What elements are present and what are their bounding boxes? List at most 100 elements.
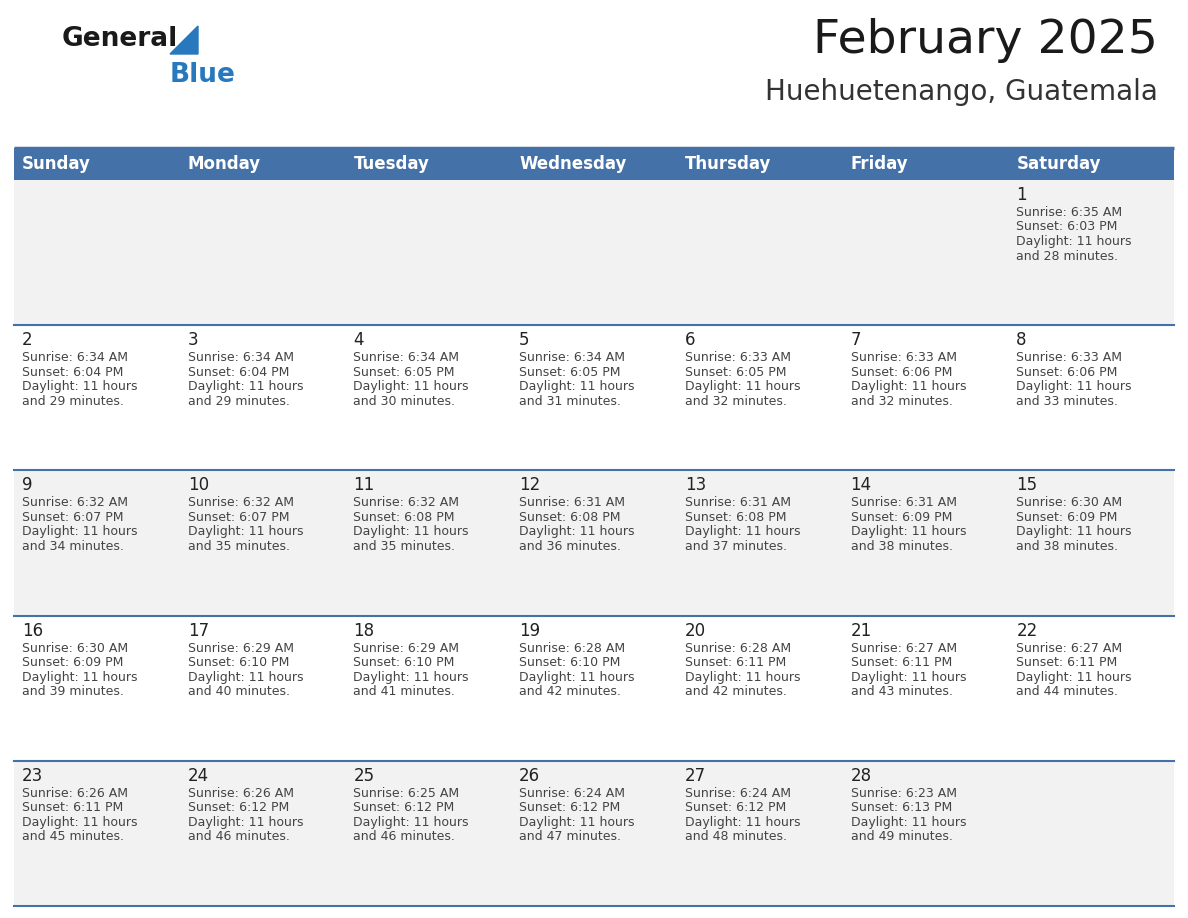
- Text: Sunset: 6:12 PM: Sunset: 6:12 PM: [684, 801, 786, 814]
- Bar: [14, 470, 1174, 616]
- Text: Daylight: 11 hours: Daylight: 11 hours: [851, 525, 966, 538]
- Text: Sunset: 6:12 PM: Sunset: 6:12 PM: [519, 801, 620, 814]
- Text: Sunset: 6:07 PM: Sunset: 6:07 PM: [23, 511, 124, 524]
- Text: Daylight: 11 hours: Daylight: 11 hours: [684, 525, 801, 538]
- Text: Tuesday: Tuesday: [353, 155, 429, 173]
- Text: Sunrise: 6:24 AM: Sunrise: 6:24 AM: [684, 787, 791, 800]
- Text: 14: 14: [851, 476, 872, 495]
- Text: Sunset: 6:11 PM: Sunset: 6:11 PM: [1016, 656, 1118, 669]
- Text: and 43 minutes.: and 43 minutes.: [851, 685, 953, 698]
- Text: Sunset: 6:08 PM: Sunset: 6:08 PM: [353, 511, 455, 524]
- Text: 23: 23: [23, 767, 43, 785]
- Text: 17: 17: [188, 621, 209, 640]
- Text: and 31 minutes.: and 31 minutes.: [519, 395, 621, 408]
- Bar: [14, 761, 1174, 906]
- Text: and 46 minutes.: and 46 minutes.: [353, 830, 455, 844]
- Text: and 32 minutes.: and 32 minutes.: [684, 395, 786, 408]
- Text: 5: 5: [519, 331, 530, 349]
- Bar: [14, 616, 1174, 761]
- Text: Daylight: 11 hours: Daylight: 11 hours: [519, 816, 634, 829]
- Text: 2: 2: [23, 331, 32, 349]
- Text: and 48 minutes.: and 48 minutes.: [684, 830, 786, 844]
- Text: Daylight: 11 hours: Daylight: 11 hours: [23, 525, 138, 538]
- Text: Sunset: 6:06 PM: Sunset: 6:06 PM: [851, 365, 952, 379]
- Text: Sunset: 6:11 PM: Sunset: 6:11 PM: [23, 801, 124, 814]
- Text: Daylight: 11 hours: Daylight: 11 hours: [353, 671, 469, 684]
- Text: Blue: Blue: [170, 62, 236, 88]
- Text: 6: 6: [684, 331, 695, 349]
- Text: Sunrise: 6:31 AM: Sunrise: 6:31 AM: [684, 497, 791, 509]
- Text: and 36 minutes.: and 36 minutes.: [519, 540, 621, 553]
- Text: Sunrise: 6:25 AM: Sunrise: 6:25 AM: [353, 787, 460, 800]
- Text: Sunrise: 6:28 AM: Sunrise: 6:28 AM: [684, 642, 791, 655]
- Text: Sunrise: 6:32 AM: Sunrise: 6:32 AM: [188, 497, 293, 509]
- Text: 19: 19: [519, 621, 541, 640]
- Text: and 29 minutes.: and 29 minutes.: [23, 395, 124, 408]
- Text: General: General: [62, 26, 178, 52]
- Text: Sunset: 6:06 PM: Sunset: 6:06 PM: [1016, 365, 1118, 379]
- Text: Daylight: 11 hours: Daylight: 11 hours: [188, 816, 303, 829]
- Text: Sunset: 6:11 PM: Sunset: 6:11 PM: [684, 656, 786, 669]
- Text: 26: 26: [519, 767, 541, 785]
- Text: 8: 8: [1016, 331, 1026, 349]
- Text: Huehuetenango, Guatemala: Huehuetenango, Guatemala: [765, 78, 1158, 106]
- Text: Daylight: 11 hours: Daylight: 11 hours: [353, 380, 469, 393]
- Text: and 39 minutes.: and 39 minutes.: [23, 685, 124, 698]
- Text: Sunset: 6:04 PM: Sunset: 6:04 PM: [23, 365, 124, 379]
- Text: Daylight: 11 hours: Daylight: 11 hours: [851, 671, 966, 684]
- Text: and 49 minutes.: and 49 minutes.: [851, 830, 953, 844]
- Bar: [14, 180, 1174, 325]
- Text: Sunrise: 6:30 AM: Sunrise: 6:30 AM: [1016, 497, 1123, 509]
- Bar: [14, 325, 1174, 470]
- Text: Sunrise: 6:30 AM: Sunrise: 6:30 AM: [23, 642, 128, 655]
- Text: Sunset: 6:12 PM: Sunset: 6:12 PM: [353, 801, 455, 814]
- Text: 24: 24: [188, 767, 209, 785]
- Text: 13: 13: [684, 476, 706, 495]
- Text: and 30 minutes.: and 30 minutes.: [353, 395, 455, 408]
- Bar: [346, 148, 511, 180]
- Text: Sunset: 6:10 PM: Sunset: 6:10 PM: [519, 656, 620, 669]
- Text: Sunset: 6:09 PM: Sunset: 6:09 PM: [1016, 511, 1118, 524]
- Bar: [1009, 148, 1174, 180]
- Bar: [179, 148, 346, 180]
- Text: Saturday: Saturday: [1016, 155, 1101, 173]
- Text: Sunrise: 6:28 AM: Sunrise: 6:28 AM: [519, 642, 625, 655]
- Text: Daylight: 11 hours: Daylight: 11 hours: [851, 380, 966, 393]
- Text: Sunset: 6:08 PM: Sunset: 6:08 PM: [684, 511, 786, 524]
- Text: 3: 3: [188, 331, 198, 349]
- Text: 12: 12: [519, 476, 541, 495]
- Text: Daylight: 11 hours: Daylight: 11 hours: [188, 525, 303, 538]
- Text: 15: 15: [1016, 476, 1037, 495]
- Text: Sunrise: 6:24 AM: Sunrise: 6:24 AM: [519, 787, 625, 800]
- Text: Sunrise: 6:27 AM: Sunrise: 6:27 AM: [851, 642, 956, 655]
- Text: and 42 minutes.: and 42 minutes.: [519, 685, 621, 698]
- Text: Sunrise: 6:33 AM: Sunrise: 6:33 AM: [851, 352, 956, 364]
- Text: 10: 10: [188, 476, 209, 495]
- Bar: [677, 148, 842, 180]
- Text: 22: 22: [1016, 621, 1037, 640]
- Text: 16: 16: [23, 621, 43, 640]
- Polygon shape: [170, 26, 198, 54]
- Text: Wednesday: Wednesday: [519, 155, 626, 173]
- Text: 21: 21: [851, 621, 872, 640]
- Text: Daylight: 11 hours: Daylight: 11 hours: [23, 816, 138, 829]
- Text: Sunset: 6:09 PM: Sunset: 6:09 PM: [851, 511, 952, 524]
- Text: and 46 minutes.: and 46 minutes.: [188, 830, 290, 844]
- Text: Sunrise: 6:31 AM: Sunrise: 6:31 AM: [519, 497, 625, 509]
- Text: Friday: Friday: [851, 155, 908, 173]
- Text: Sunset: 6:03 PM: Sunset: 6:03 PM: [1016, 220, 1118, 233]
- Text: Daylight: 11 hours: Daylight: 11 hours: [1016, 235, 1132, 248]
- Text: Daylight: 11 hours: Daylight: 11 hours: [851, 816, 966, 829]
- Text: Daylight: 11 hours: Daylight: 11 hours: [353, 525, 469, 538]
- Text: Sunset: 6:11 PM: Sunset: 6:11 PM: [851, 656, 952, 669]
- Text: February 2025: February 2025: [813, 18, 1158, 63]
- Text: Sunday: Sunday: [23, 155, 90, 173]
- Text: 9: 9: [23, 476, 32, 495]
- Bar: [511, 148, 677, 180]
- Text: and 44 minutes.: and 44 minutes.: [1016, 685, 1118, 698]
- Text: Daylight: 11 hours: Daylight: 11 hours: [684, 671, 801, 684]
- Bar: [842, 148, 1009, 180]
- Text: 4: 4: [353, 331, 364, 349]
- Text: 25: 25: [353, 767, 374, 785]
- Text: Sunrise: 6:26 AM: Sunrise: 6:26 AM: [188, 787, 293, 800]
